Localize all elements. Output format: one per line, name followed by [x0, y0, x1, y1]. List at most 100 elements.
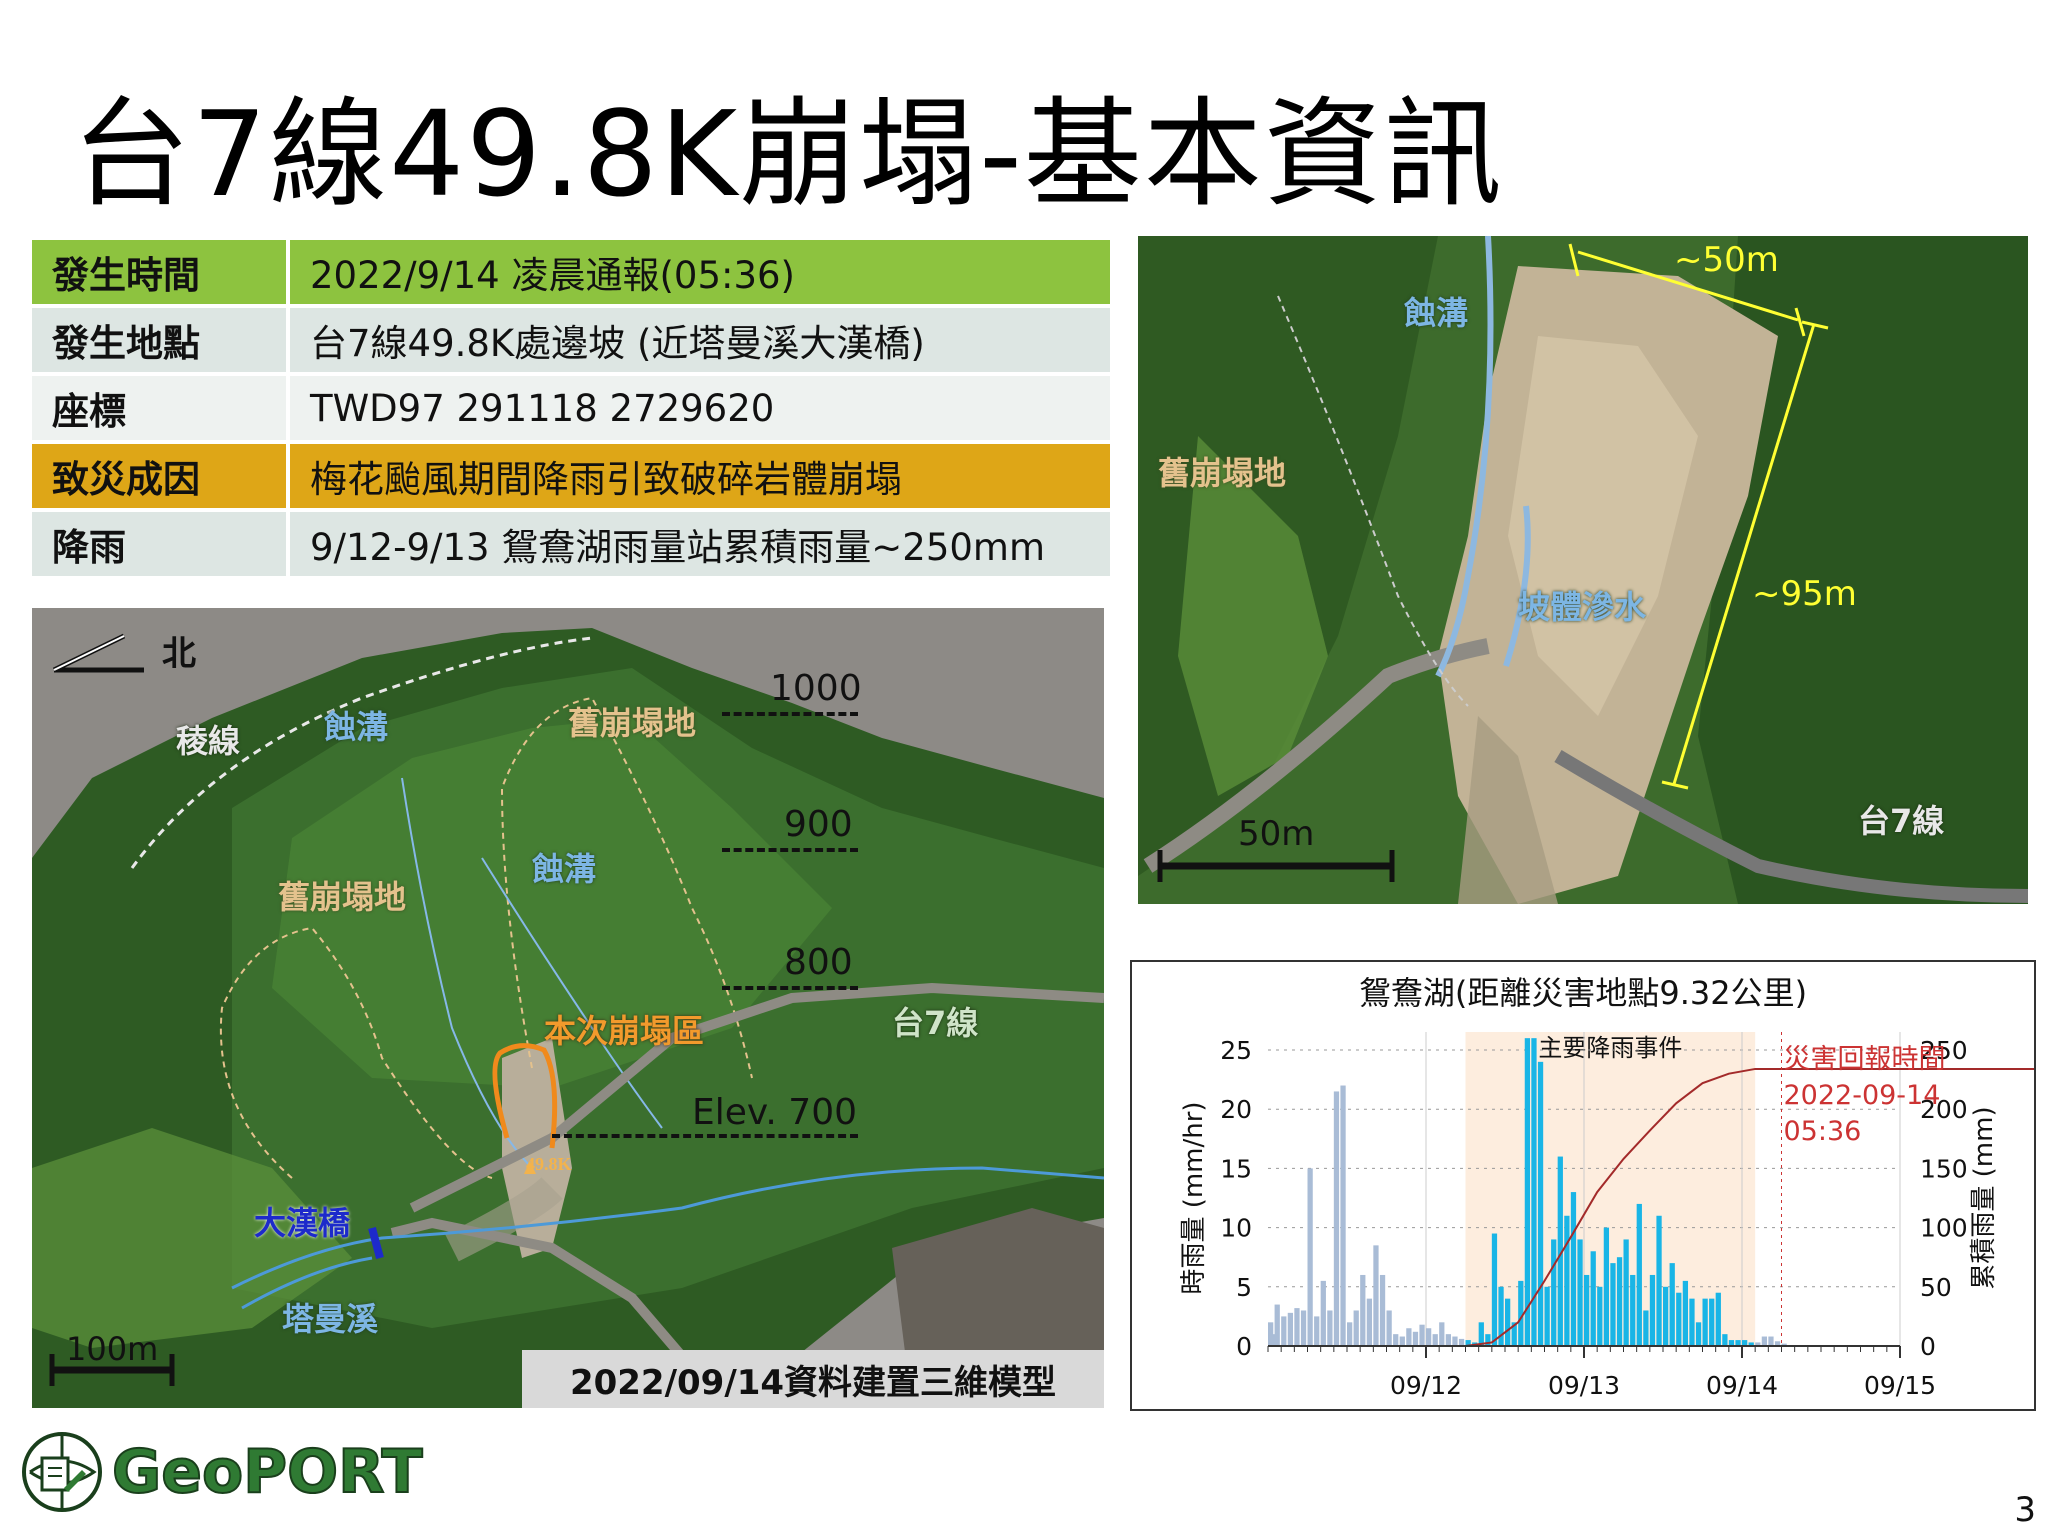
rain-bar-early	[1419, 1324, 1425, 1346]
old-slide-label: 舊崩塌地	[568, 704, 697, 742]
rain-bar-early	[1458, 1338, 1465, 1346]
gully-label: 蝕溝	[532, 850, 597, 888]
info-row-location: 發生地點 台7線49.8K處邊坡 (近塔曼溪大漢橋)	[32, 308, 1110, 372]
page-number: 3	[2014, 1490, 2036, 1530]
rain-bar-early	[1314, 1316, 1320, 1346]
y-tick-label: 25	[1220, 1036, 1252, 1065]
rain-bar-early	[1412, 1331, 1419, 1346]
old-slide-label: 舊崩塌地	[278, 878, 407, 916]
elevation-label: Elev. 700	[692, 1092, 858, 1133]
y-tick-label: 5	[1236, 1273, 1252, 1302]
rain-bar-early	[1399, 1336, 1405, 1346]
elevation-label: 900	[784, 804, 853, 845]
event-shading	[1465, 1032, 1756, 1346]
rain-bar-event	[1544, 1286, 1550, 1346]
elevation-line	[722, 712, 858, 716]
rain-bar-event	[1702, 1298, 1708, 1346]
elevation-line	[552, 1134, 858, 1138]
rain-bar-early	[1307, 1168, 1313, 1346]
rain-bar-early	[1386, 1310, 1392, 1346]
rain-bar-event	[1728, 1340, 1735, 1346]
info-value: 9/12-9/13 鴛鴦湖雨量站累積雨量~250mm	[290, 512, 1110, 576]
rain-bar-event	[1695, 1322, 1702, 1346]
info-row-cause: 致災成因 梅花颱風期間降雨引致破碎岩體崩塌	[32, 444, 1110, 508]
rain-bar-early	[1373, 1245, 1379, 1346]
rain-bar-event	[1557, 1156, 1563, 1346]
info-key: 致災成因	[32, 444, 290, 508]
rain-bar-event	[1748, 1342, 1754, 1346]
height-dimension: ~95m	[1752, 574, 1857, 614]
rain-bar-event	[1649, 1274, 1656, 1346]
rain-bar-event	[1709, 1298, 1715, 1346]
rain-bar-early	[1320, 1280, 1326, 1346]
rain-bar-event	[1616, 1257, 1623, 1346]
rain-bar-event	[1465, 1340, 1471, 1346]
rain-bar-event	[1669, 1263, 1675, 1346]
terrain-3d-model: 北 稜線 蝕溝 蝕溝 舊崩塌地 舊崩塌地 本次崩塌區 台7線 大漢橋 塔曼溪 4…	[32, 608, 1104, 1408]
rain-bar-early	[1439, 1322, 1445, 1346]
width-dimension: ~50m	[1674, 240, 1779, 280]
x-tick-label: 09/12	[1390, 1371, 1462, 1400]
seepage-label: 坡體滲水	[1518, 588, 1647, 626]
bridge-label: 大漢橋	[254, 1204, 351, 1242]
aerial-illustration	[1138, 236, 2028, 904]
model-caption: 2022/09/14資料建置三維模型	[522, 1350, 1104, 1408]
rain-bar-event	[1511, 1322, 1517, 1346]
rain-bar-early	[1268, 1322, 1274, 1346]
rain-bar-event	[1518, 1280, 1524, 1346]
rain-bar-event	[1715, 1292, 1721, 1346]
current-slide-label: 本次崩塌區	[544, 1012, 705, 1050]
rain-bar-early	[1445, 1334, 1452, 1346]
chart-title: 鴛鴦湖(距離災害地點9.32公里)	[1359, 974, 1807, 1012]
rain-bar-event	[1531, 1038, 1537, 1346]
elevation-label: 1000	[770, 668, 862, 709]
rain-bar-event	[1676, 1292, 1682, 1346]
x-tick-label: 09/14	[1706, 1371, 1778, 1400]
y2-tick-label: 100	[1920, 1214, 1968, 1243]
y2-tick-label: 0	[1920, 1332, 1936, 1361]
km-mark-label: 49.8K	[526, 1154, 572, 1174]
y2-axis-label: 累積雨量 (mm)	[1969, 1106, 1999, 1289]
y2-tick-label: 150	[1920, 1154, 1968, 1183]
info-value: 台7線49.8K處邊坡 (近塔曼溪大漢橋)	[290, 308, 1110, 372]
rain-bar-event	[1498, 1286, 1504, 1346]
old-slide-label: 舊崩塌地	[1158, 454, 1287, 492]
cumulative-line	[1465, 1067, 2034, 1347]
info-key: 發生時間	[32, 240, 290, 304]
rain-bar-event	[1742, 1340, 1748, 1346]
rain-bar-event	[1524, 1038, 1531, 1346]
gully-label: 蝕溝	[324, 708, 389, 746]
elevation-line	[722, 986, 858, 990]
rain-bar-early	[1287, 1312, 1294, 1346]
rain-bar-event	[1491, 1233, 1498, 1346]
y-tick-label: 10	[1220, 1214, 1252, 1243]
y2-tick-label: 50	[1920, 1273, 1952, 1302]
info-row-coords: 座標 TWD97 291118 2729620	[32, 376, 1110, 440]
rain-bar-event	[1603, 1227, 1610, 1346]
report-time-label: 05:36	[1784, 1116, 1862, 1147]
rain-bar-early	[1452, 1336, 1458, 1346]
rain-bar-event	[1682, 1280, 1689, 1346]
terrain-illustration	[32, 628, 1104, 1408]
info-key: 降雨	[32, 512, 290, 576]
elevation-line	[722, 848, 858, 852]
info-row-time: 發生時間 2022/9/14 凌晨通報(05:36)	[32, 240, 1110, 304]
rainfall-chart-svg: 鴛鴦湖(距離災害地點9.32公里)主要降雨事件05101520250501001…	[1179, 974, 2034, 1400]
rain-bar-early	[1347, 1322, 1353, 1346]
geoport-logo: GeoPORT	[20, 1430, 424, 1514]
road-label: 台7線	[892, 1004, 979, 1042]
rain-bar-late	[1768, 1336, 1774, 1346]
rain-bar-late	[1761, 1336, 1768, 1346]
report-time-label: 2022-09-14	[1784, 1080, 1941, 1111]
rain-bar-event	[1623, 1239, 1629, 1346]
rain-bar-event	[1485, 1334, 1491, 1346]
rain-bar-event	[1577, 1239, 1583, 1346]
rain-bar-event	[1597, 1286, 1603, 1346]
rain-bar-early	[1406, 1328, 1412, 1346]
scale-label: 100m	[66, 1330, 159, 1368]
rain-bar-early	[1393, 1334, 1399, 1346]
rain-bar-early	[1379, 1274, 1386, 1346]
rain-bar-early	[1340, 1085, 1346, 1346]
y-tick-label: 20	[1220, 1095, 1252, 1124]
rain-bar-early	[1294, 1308, 1300, 1346]
